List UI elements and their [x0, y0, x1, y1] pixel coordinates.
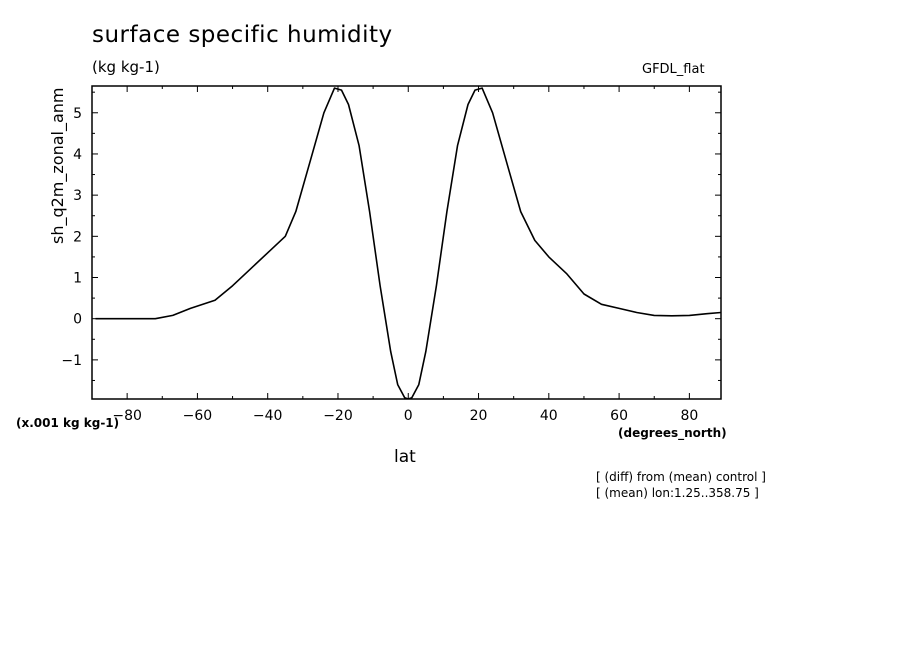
series-line-0 — [95, 87, 721, 399]
model-label: GFDL_flat — [642, 62, 705, 77]
x-tick-label: 0 — [404, 408, 413, 424]
y-tick-label: 1 — [73, 271, 82, 287]
plot-frame — [91, 85, 722, 400]
x-tick-label: 60 — [610, 408, 628, 424]
scale-note: (x.001 kg kg-1) — [16, 416, 120, 430]
x-axis-label: lat — [394, 447, 416, 467]
x-tick-label: 80 — [680, 408, 698, 424]
series-group — [95, 87, 721, 399]
x-axis-units: (degrees_north) — [618, 426, 727, 440]
y-tick-label: 2 — [73, 229, 82, 245]
x-tick-label: −40 — [253, 408, 283, 424]
y-tick-labels: −1 0 1 2 3 4 5 — [61, 106, 82, 369]
y-tick-label: −1 — [61, 353, 82, 369]
mean-note: [ (mean) lon:1.25..358.75 ] — [596, 486, 759, 500]
x-tick-label: −80 — [112, 408, 142, 424]
x-tick-label: −20 — [323, 408, 353, 424]
diff-note: [ (diff) from (mean) control ] — [596, 470, 766, 484]
chart-title: surface specific humidity — [92, 22, 393, 48]
y-tick-label: 0 — [73, 312, 82, 328]
y-tick-label: 4 — [73, 147, 82, 163]
tick-marks — [91, 86, 721, 399]
x-tick-label: 40 — [540, 408, 558, 424]
y-tick-label: 5 — [73, 106, 82, 122]
y-tick-label: 3 — [73, 188, 82, 204]
x-tick-label: −60 — [183, 408, 213, 424]
x-tick-labels: −80 −60 −40 −20 0 20 40 60 80 — [112, 408, 698, 424]
x-tick-label: 20 — [470, 408, 488, 424]
units-label: (kg kg-1) — [92, 58, 160, 76]
